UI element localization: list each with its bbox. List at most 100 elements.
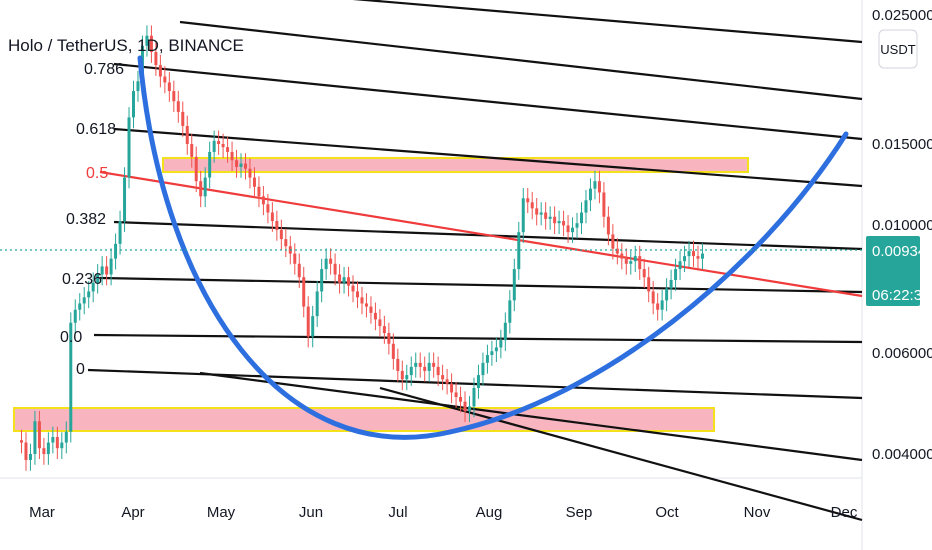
candle-body — [683, 256, 687, 262]
candle-body — [347, 277, 351, 286]
candle-body — [190, 144, 194, 157]
candle-body — [450, 383, 454, 393]
candle-body — [154, 52, 158, 66]
fib-label-0618: 0.618 — [76, 121, 116, 138]
candle-body — [239, 163, 243, 167]
candle-body — [557, 221, 561, 224]
candle-body — [490, 351, 494, 356]
candle-body — [230, 151, 234, 161]
candle-body — [512, 269, 516, 301]
x-tick-label: Apr — [121, 504, 144, 521]
candle-body — [42, 448, 46, 454]
x-tick-label: Nov — [744, 504, 771, 521]
candle-body — [633, 256, 637, 262]
median-line[interactable] — [99, 170, 863, 298]
candle-body — [24, 442, 28, 460]
candle-body — [445, 379, 449, 384]
candle-body — [508, 300, 512, 323]
candle-body — [306, 306, 310, 337]
candle-body — [46, 442, 50, 454]
candle-body — [517, 232, 521, 270]
fib-label-0236: 0.236 — [62, 271, 102, 288]
y-tick-label: 0.004000 — [872, 446, 932, 463]
candle-body — [333, 263, 337, 275]
candle-body — [324, 258, 328, 270]
time-axis[interactable]: Mar Apr May Jun Jul Aug Sep Oct Nov Dec — [29, 504, 858, 521]
candle-body — [338, 274, 342, 283]
candle-body — [185, 125, 189, 144]
candle-body — [226, 147, 230, 152]
candle-body — [678, 261, 682, 270]
candle-body — [692, 251, 695, 257]
candle-body — [414, 362, 418, 367]
candle-body — [20, 440, 23, 443]
candle-body — [320, 269, 324, 292]
candle-body — [584, 200, 588, 213]
y-tick-label: 0.006000 — [872, 345, 932, 362]
fib-line-00[interactable] — [93, 333, 863, 344]
candle-body — [123, 177, 127, 222]
candle-body — [37, 421, 41, 449]
cup-curve[interactable] — [137, 55, 849, 440]
fib-line-0618[interactable] — [113, 127, 863, 188]
x-tick-label: May — [207, 504, 236, 521]
x-tick-label: Jun — [299, 504, 323, 521]
candle-body — [351, 285, 355, 292]
candle-body — [73, 309, 77, 323]
candle-body — [651, 291, 655, 304]
fib-label-0382: 0.382 — [66, 211, 106, 228]
candle-body — [624, 258, 628, 264]
candle-body — [597, 181, 601, 193]
candle-body — [136, 81, 140, 92]
candle-body — [329, 258, 333, 264]
candle-body — [51, 437, 55, 443]
candles — [20, 25, 704, 471]
candle-body — [571, 227, 575, 233]
candle-body — [91, 282, 95, 292]
candle-body — [356, 291, 359, 298]
fib-line-top-3[interactable] — [200, 0, 863, 44]
candle-body — [28, 454, 32, 460]
candle-body — [114, 243, 118, 259]
resistance-zone[interactable] — [162, 157, 749, 173]
candle-body — [387, 333, 391, 344]
fib-label-00: 0.0 — [60, 329, 82, 346]
candle-body — [669, 279, 673, 289]
fib-labels: 0.786 0.618 0.5 0.382 0.236 0.0 0 — [60, 61, 124, 378]
candle-body — [194, 156, 198, 182]
candle-body — [132, 91, 135, 118]
fib-line-top-2[interactable] — [179, 20, 863, 101]
candle-body — [503, 322, 507, 341]
candle-body — [476, 375, 480, 388]
fib-line-0786[interactable] — [113, 62, 863, 141]
candle-body — [544, 212, 548, 219]
x-tick-label: Aug — [476, 504, 503, 521]
fib-line-0236[interactable] — [99, 276, 863, 294]
candle-body — [373, 312, 377, 320]
candle-body — [212, 140, 216, 152]
candle-body — [360, 297, 364, 304]
candle-body — [149, 35, 153, 53]
candle-body — [656, 303, 660, 310]
candle-body — [562, 221, 566, 226]
candle-body — [472, 387, 476, 407]
candle-body — [181, 111, 185, 126]
fib-line-low-1[interactable] — [199, 371, 863, 462]
candle-body — [69, 322, 73, 432]
candle-body — [96, 274, 100, 283]
y-tick-label: 0.010000 — [872, 217, 932, 234]
candle-body — [378, 319, 382, 327]
candle-body — [606, 216, 610, 235]
currency-button[interactable] — [878, 29, 918, 69]
candle-body — [593, 181, 597, 189]
candle-body — [55, 437, 59, 449]
y-tick-label: 0.015000 — [872, 136, 932, 153]
candle-body — [100, 266, 104, 275]
candle-body — [575, 223, 579, 228]
candle-body — [629, 261, 633, 264]
candle-body — [588, 188, 592, 201]
candle-body — [217, 140, 221, 144]
candle-body — [221, 144, 225, 148]
price-badge-countdown: 06:22:34 — [872, 287, 930, 304]
